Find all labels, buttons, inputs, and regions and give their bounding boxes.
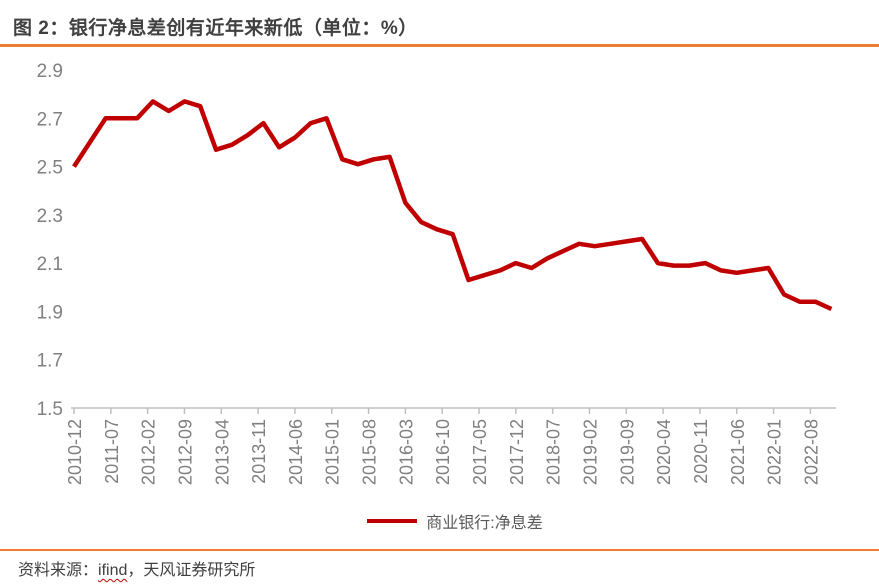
y-axis-tick-label: 1.7	[37, 351, 63, 372]
x-axis-tick-label: 2015-08	[360, 419, 380, 485]
x-axis-tick-label: 2018-07	[544, 419, 564, 485]
x-axis-tick-label: 2017-12	[507, 419, 527, 485]
y-axis-tick-label: 1.5	[37, 399, 63, 420]
title-divider-rule	[0, 44, 879, 47]
x-axis-tick-label: 2022-01	[765, 419, 785, 485]
source-suffix-label: ，天风证券研究所	[127, 562, 256, 579]
x-axis-tick-label: 2020-04	[654, 419, 674, 485]
y-axis-tick-label: 1.9	[37, 302, 63, 323]
y-axis-tick-label: 2.9	[37, 61, 63, 82]
legend-series-label: 商业银行:净息差	[426, 515, 543, 532]
x-axis-tick-label: 2019-02	[580, 419, 600, 485]
legend: 商业银行:净息差	[74, 508, 836, 534]
source-provider-label: ifind	[98, 562, 128, 579]
x-axis-tick-label: 2013-11	[249, 419, 269, 484]
x-axis-tick-label: 2020-11	[691, 419, 711, 484]
y-axis-tick-label: 2.7	[37, 109, 63, 130]
x-axis-tick-label: 2010-12	[65, 419, 85, 485]
legend-line-swatch	[367, 518, 418, 524]
source-note: 资料来源：ifind，天风证券研究所	[18, 556, 255, 580]
x-axis-tick-label: 2012-09	[175, 419, 195, 485]
x-axis-tick-label: 2021-06	[728, 419, 748, 485]
x-axis-tick-label: 2016-10	[433, 419, 453, 485]
series-line	[72, 99, 833, 312]
y-axis-tick-label: 2.1	[37, 254, 63, 275]
y-axis-tick-label: 2.5	[37, 158, 63, 179]
x-axis-tick-label: 2014-06	[286, 419, 306, 485]
x-axis-tick-label: 2011-07	[102, 419, 122, 484]
source-prefix-label: 资料来源：	[18, 562, 99, 579]
x-axis-tick-label: 2015-01	[323, 419, 343, 485]
x-axis-tick-label: 2013-04	[212, 419, 232, 485]
x-axis-tick-label: 2019-09	[617, 419, 637, 485]
source-divider-rule	[0, 549, 879, 551]
figure-title: 图 2：银行净息差创有近年来新低（单位：%）	[13, 18, 418, 39]
x-axis-tick-label: 2017-05	[470, 419, 490, 485]
y-axis-tick-label: 2.3	[37, 206, 63, 227]
x-axis-tick-label: 2012-02	[139, 419, 159, 485]
x-axis-tick-label: 2016-03	[396, 419, 416, 485]
x-axis-tick-label: 2022-08	[801, 419, 821, 485]
